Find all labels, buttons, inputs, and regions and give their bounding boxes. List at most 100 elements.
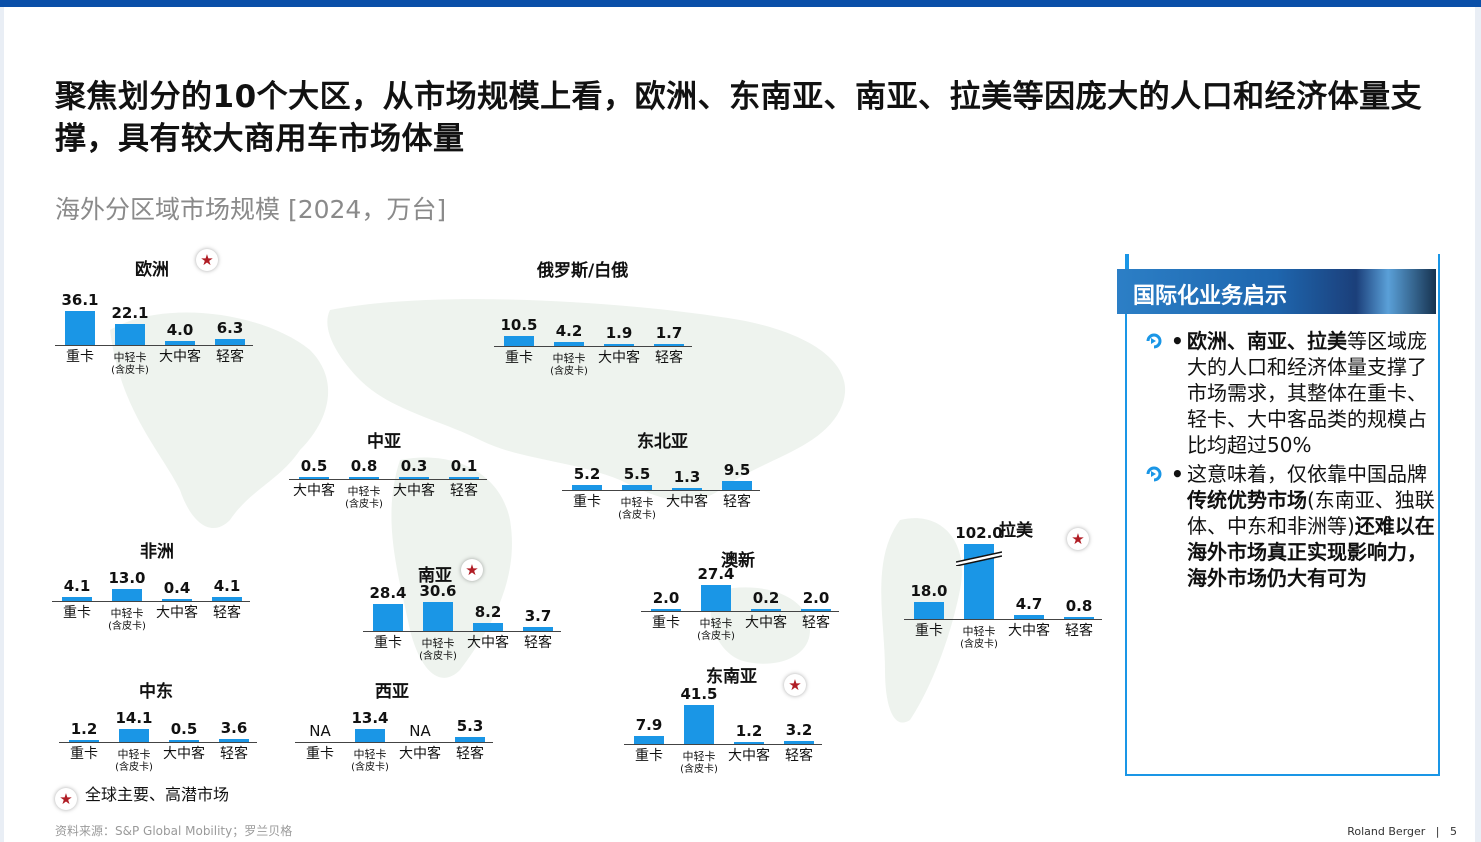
data-label: 41.5: [680, 684, 718, 703]
region-name: 非洲: [140, 542, 174, 562]
data-label: 0.3: [400, 457, 428, 475]
category-label: 轻客: [205, 350, 255, 364]
chart-baseline: [59, 742, 257, 743]
category-text: 中轻卡: [117, 748, 151, 761]
bar: [299, 477, 329, 479]
bar: [784, 740, 814, 744]
category-label: 中轻卡 (含皮卡): [345, 747, 395, 773]
category-text: 大中客: [1008, 623, 1050, 639]
category-text: 轻客: [456, 746, 484, 762]
category-subtext: (含皮卡): [960, 639, 998, 650]
data-label: 2.0: [652, 589, 680, 607]
chart-baseline: [289, 479, 487, 480]
category-text: 大中客: [399, 746, 441, 762]
region-name: 中东: [139, 682, 173, 702]
axis-break-icon: [956, 551, 1002, 566]
data-label: 1.3: [673, 468, 701, 486]
bar: [1064, 617, 1094, 619]
data-label: 5.2: [573, 465, 601, 484]
category-label: 大中客: [463, 636, 513, 650]
left-edge: [0, 7, 4, 842]
region-name: 中亚: [367, 432, 401, 452]
bar: [504, 336, 534, 346]
data-label: 4.0: [166, 321, 194, 340]
category-label: 重卡: [295, 747, 345, 761]
data-label: 3.7: [524, 607, 552, 626]
category-label: 中轻卡 (含皮卡): [109, 747, 159, 773]
category-label: 中轻卡 (含皮卡): [674, 749, 724, 775]
panel-header: 国际化业务启示: [1117, 269, 1436, 314]
chart-baseline: [904, 619, 1102, 620]
category-text: 轻客: [785, 748, 813, 764]
bar: [572, 485, 602, 490]
bar: [751, 609, 781, 611]
category-subtext: (含皮卡): [419, 651, 457, 662]
category-label: 大中客: [724, 749, 774, 763]
data-label: 1.2: [70, 720, 98, 738]
top-accent-bar: [0, 0, 1481, 7]
brand-name: Roland Berger: [1347, 825, 1426, 838]
category-text: 大中客: [467, 635, 509, 651]
data-label: 4.2: [555, 322, 583, 340]
data-label: 10.5: [500, 316, 538, 335]
category-label: 中轻卡 (含皮卡): [102, 606, 152, 632]
legend-label: 全球主要、高潜市场: [85, 785, 230, 804]
category-text: 大中客: [666, 494, 708, 510]
category-label: 轻客: [439, 484, 489, 498]
category-subtext: (含皮卡): [550, 366, 588, 377]
bar: [62, 597, 92, 601]
data-label: 1.9: [605, 324, 633, 342]
map-oceania: [710, 587, 810, 664]
data-label: 0.5: [300, 457, 328, 475]
data-label: 5.3: [456, 716, 484, 735]
category-label: 大中客: [741, 616, 791, 630]
data-label: 3.2: [785, 720, 813, 739]
category-text: 中轻卡: [113, 351, 147, 364]
category-label: 中轻卡 (含皮卡): [954, 624, 1004, 650]
bar: [219, 738, 249, 742]
data-label: 1.7: [655, 324, 683, 342]
bar: [349, 477, 379, 479]
category-label: 重卡: [59, 747, 109, 761]
world-map-background: [110, 299, 962, 723]
bar: [212, 597, 242, 601]
arrow-bullet-icon: [1146, 333, 1162, 349]
bar: [684, 704, 714, 744]
bar: [622, 484, 652, 490]
category-text: 轻客: [802, 615, 830, 631]
bullet-1-text: 欧洲、南亚、拉美等区域庞大的人口和经济体量支撑了市场需求，其整体在重卡、轻卡、大…: [1187, 328, 1437, 458]
category-label: 重卡: [562, 495, 612, 509]
bullet-2-text1: 这意味着，仅依靠中国品牌: [1187, 462, 1427, 486]
category-text: 中轻卡: [962, 625, 996, 638]
category-text: 大中客: [159, 349, 201, 365]
footer-brand: Roland Berger | 5: [1347, 825, 1457, 838]
bullet-dot: •: [1171, 329, 1184, 353]
bullet-2-text2: (东南亚、独联体、中东和非洲等): [1187, 488, 1435, 538]
category-text: 中轻卡: [347, 485, 381, 498]
insight-bullet-2: • 这意味着，仅依靠中国品牌传统优势市场(东南亚、独联体、中东和非洲等)还难以在…: [1145, 461, 1435, 621]
category-subtext: (含皮卡): [680, 764, 718, 775]
bar: [801, 609, 831, 611]
bar: [373, 604, 403, 631]
bar: [654, 344, 684, 346]
bullet-2-bold2: 还难以在海外市场真正实现影响力，海外市场仍大有可为: [1187, 514, 1435, 590]
category-label: 中轻卡 (含皮卡): [105, 350, 155, 376]
data-label: 18.0: [910, 581, 948, 600]
category-label: 轻客: [712, 495, 762, 509]
category-text: 大中客: [163, 746, 205, 762]
chart-baseline: [363, 631, 561, 632]
category-label: 轻客: [791, 616, 841, 630]
data-label: 4.1: [63, 577, 91, 596]
category-label: 重卡: [494, 351, 544, 365]
bar: [651, 609, 681, 611]
category-text: 重卡: [306, 746, 334, 762]
data-label: 30.6: [419, 581, 457, 600]
region-name: 欧洲: [135, 260, 169, 280]
category-text: 轻客: [213, 605, 241, 621]
data-label: 4.7: [1015, 594, 1043, 613]
category-text: 轻客: [216, 349, 244, 365]
data-label: 0.5: [170, 720, 198, 738]
bar: [701, 584, 731, 611]
category-label: 重卡: [52, 606, 102, 620]
chart-baseline: [494, 346, 692, 347]
